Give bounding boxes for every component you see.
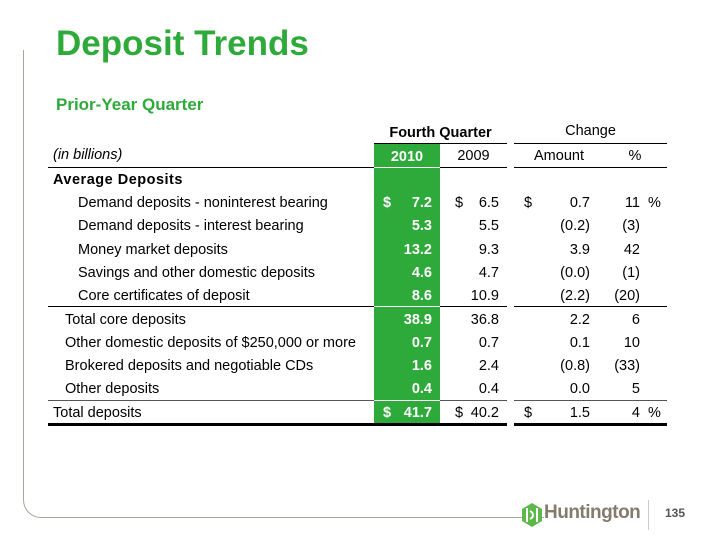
huntington-logo-icon: [522, 503, 542, 532]
divider: [374, 400, 440, 401]
row-label: Demand deposits - noninterest bearing: [78, 195, 328, 211]
value-2010: 13.2: [403, 241, 432, 258]
value-2009: 0.7: [478, 334, 499, 351]
divider: [514, 400, 667, 401]
row-label: Savings and other domestic deposits: [78, 264, 315, 281]
change-amount: 3.9: [569, 241, 590, 258]
currency-symbol: $: [455, 404, 464, 421]
page-subtitle: Prior-Year Quarter: [56, 95, 204, 114]
header-2009: 2009: [457, 148, 490, 164]
change-percent: (1): [622, 264, 640, 281]
header-change: Change: [565, 123, 616, 139]
value-2010: 1.6: [411, 358, 432, 375]
section-average-deposits: Average Deposits: [53, 172, 183, 188]
highlight-column-2010: [374, 143, 440, 424]
change-percent: (33): [614, 358, 640, 375]
value-2010: 4.6: [411, 264, 432, 281]
header-fourth-quarter: Fourth Quarter: [389, 125, 492, 141]
change-percent: 4: [631, 404, 640, 421]
change-percent: (3): [622, 218, 640, 235]
change-percent: 6: [631, 311, 640, 328]
change-amount: (2.2): [560, 288, 590, 305]
value-2009: 40.2: [470, 404, 499, 421]
divider: [374, 143, 507, 144]
decorative-frame-line: [23, 50, 544, 518]
change-amount: 2.2: [569, 311, 590, 328]
divider: [48, 423, 507, 426]
change-percent: 5: [631, 381, 640, 398]
currency-symbol: $: [524, 195, 533, 211]
change-amount: 1.5: [569, 404, 590, 421]
row-label: Money market deposits: [78, 241, 228, 258]
divider: [514, 167, 667, 168]
divider: [374, 167, 440, 168]
change-amount: (0.2): [560, 218, 590, 235]
change-amount: 0.0: [569, 381, 590, 398]
header-percent: %: [628, 148, 642, 164]
value-2010: 0.7: [411, 334, 432, 351]
divider: [48, 306, 374, 307]
header-amount: Amount: [534, 148, 584, 164]
header-2010: 2010: [390, 149, 424, 165]
change-amount: (0.0): [560, 264, 590, 281]
unit-label: (in billions): [53, 147, 123, 163]
value-2009: 4.7: [478, 264, 499, 281]
change-percent: (20): [614, 288, 640, 305]
currency-symbol: $: [383, 404, 392, 421]
value-2009: 2.4: [478, 358, 499, 375]
huntington-logo-text: Huntington: [544, 502, 641, 523]
page-title: Deposit Trends: [56, 24, 309, 63]
page-number: 135: [665, 506, 686, 520]
value-2010: 0.4: [411, 381, 432, 398]
currency-symbol: $: [383, 195, 392, 211]
value-2010: 38.9: [403, 311, 432, 328]
divider: [440, 167, 507, 168]
divider: [514, 306, 667, 307]
row-label: Other domestic deposits of $250,000 or m…: [65, 334, 356, 351]
divider: [48, 167, 374, 168]
row-label: Demand deposits - interest bearing: [78, 218, 304, 235]
change-percent: 10: [623, 334, 640, 351]
change-amount: (0.8): [560, 358, 590, 375]
footer-separator: [648, 500, 649, 530]
row-label: Core certificates of deposit: [78, 288, 250, 305]
value-2009: 10.9: [470, 288, 499, 305]
row-label: Total deposits: [53, 404, 142, 421]
divider: [514, 143, 667, 144]
change-percent: 42: [623, 241, 640, 258]
row-label: Other deposits: [65, 381, 160, 398]
value-2009: 9.3: [478, 241, 499, 258]
divider: [440, 400, 507, 401]
divider: [514, 423, 667, 426]
divider: [48, 400, 374, 401]
currency-symbol: $: [524, 404, 533, 421]
change-amount: 0.7: [569, 195, 590, 211]
divider: [440, 306, 507, 307]
value-2010: 8.6: [411, 288, 432, 305]
change-amount: 0.1: [569, 334, 590, 351]
currency-symbol: $: [455, 195, 464, 211]
change-percent: 11: [624, 195, 640, 211]
value-2009: 6.5: [478, 195, 499, 211]
value-2009: 36.8: [470, 311, 499, 328]
value-2010: 7.2: [411, 195, 432, 211]
value-2009: 5.5: [478, 218, 499, 235]
divider: [374, 306, 440, 307]
value-2009: 0.4: [478, 381, 499, 398]
value-2010: 41.7: [403, 404, 432, 421]
value-2010: 5.3: [411, 218, 432, 235]
row-label: Brokered deposits and negotiable CDs: [65, 358, 314, 375]
percent-symbol: %: [648, 404, 661, 421]
percent-symbol: %: [648, 195, 661, 211]
row-label: Total core deposits: [65, 311, 186, 328]
